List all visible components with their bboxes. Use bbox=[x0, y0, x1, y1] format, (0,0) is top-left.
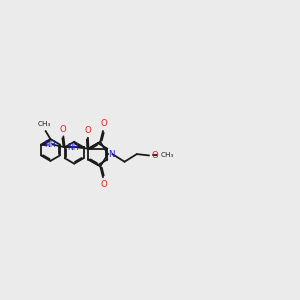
Text: CH₃: CH₃ bbox=[161, 152, 175, 158]
Text: O: O bbox=[85, 126, 91, 135]
Text: CH₃: CH₃ bbox=[38, 122, 51, 128]
Text: NH: NH bbox=[68, 143, 79, 152]
Text: O: O bbox=[100, 119, 107, 128]
Text: O: O bbox=[60, 124, 67, 134]
Text: O: O bbox=[152, 151, 159, 160]
Text: NH: NH bbox=[44, 140, 56, 149]
Text: O: O bbox=[100, 180, 107, 189]
Text: N: N bbox=[109, 150, 115, 159]
